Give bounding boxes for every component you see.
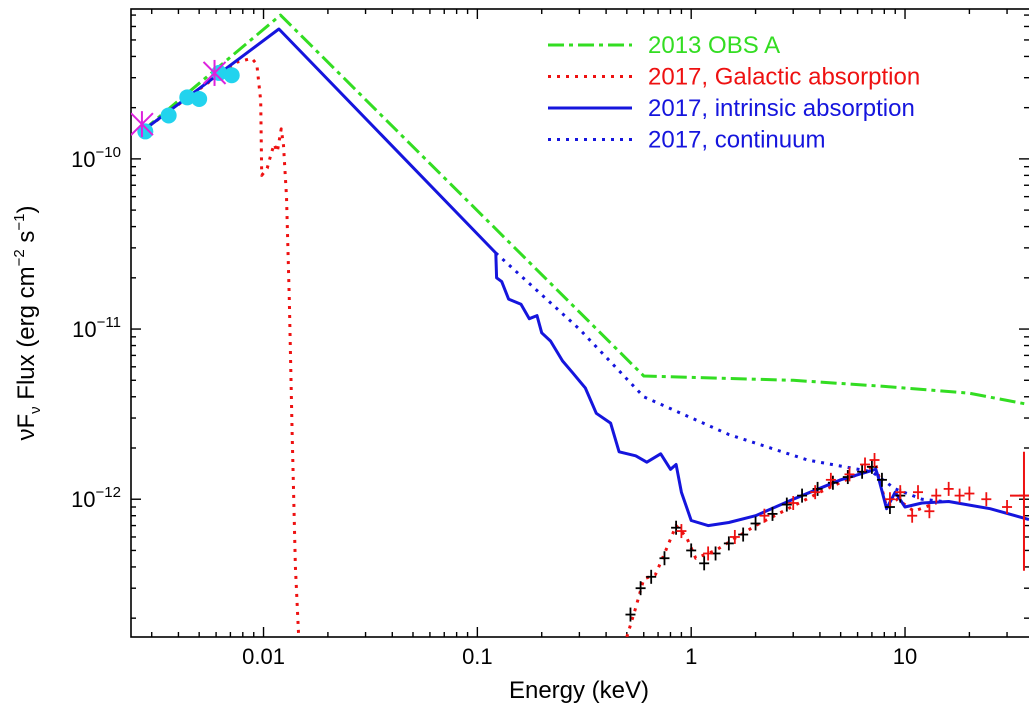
series-line-2 <box>141 56 301 637</box>
legend-label-4: 2017, continuum <box>648 127 825 154</box>
series-line-3 <box>625 463 937 637</box>
x-tick-label: 0.1 <box>462 644 493 669</box>
series-line-5 <box>494 251 943 503</box>
x-tick-label: 0.01 <box>242 644 285 669</box>
plot-frame <box>130 8 1029 638</box>
y-tick-label: 10−11 <box>72 314 121 342</box>
series-line-1 <box>140 13 1029 407</box>
legend-label-3: 2017, intrinsic absorption <box>648 95 915 122</box>
uv-point <box>191 90 208 107</box>
x-tick-label: 1 <box>685 644 697 669</box>
axis-ticks: 0.01 0.1 1 10 10−12 10−11 10−10 <box>71 9 1029 669</box>
uv-point <box>223 67 240 84</box>
uv-point <box>179 89 196 106</box>
x-tick-label: 10 <box>893 644 917 669</box>
legend-label-2: 2017, Galactic absorption <box>648 64 920 91</box>
legend-label-1: 2013 OBS A <box>648 32 780 59</box>
legend: 2013 OBS A 2017, Galactic absorption 2017,… <box>548 32 920 154</box>
y-tick-label: 10−12 <box>71 484 121 512</box>
y-axis-label: νFν Flux (erg cm−2 s−1) <box>11 205 44 440</box>
x-axis-label: Energy (keV) <box>509 677 649 704</box>
data-points-layer <box>131 59 1029 622</box>
series-line-4 <box>141 27 1029 528</box>
y-tick-label: 10−10 <box>71 144 121 172</box>
uv-point <box>160 107 177 124</box>
